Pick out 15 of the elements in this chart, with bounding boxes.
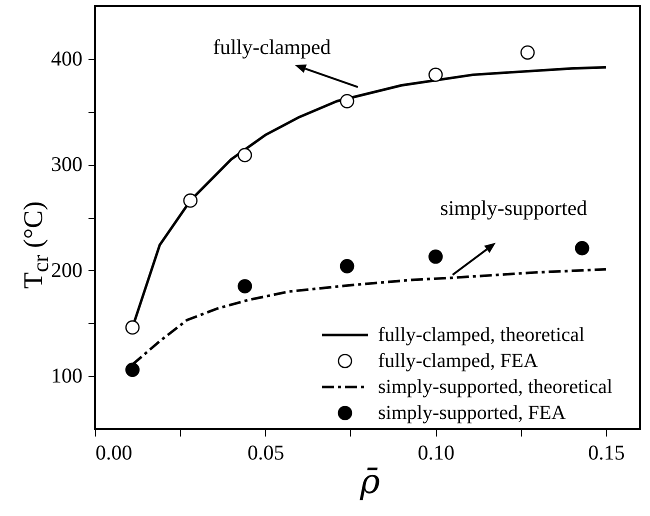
x-tick-label: 0.15 (588, 440, 625, 464)
y-tick-label: 300 (51, 152, 82, 176)
legend-label: fully-clamped, theoretical (378, 324, 586, 346)
x-tick-label: 0.05 (247, 440, 284, 464)
y-tick-label: 400 (51, 46, 82, 70)
y-tick-label: 100 (51, 364, 82, 388)
x-tick-label: 0.00 (96, 440, 132, 464)
y-tick-label: 200 (51, 258, 82, 282)
x-axis-title: ρ̄ (360, 462, 380, 502)
legend-label: simply-supported, FEA (378, 402, 566, 424)
x-tick-label: 0.10 (418, 440, 454, 464)
annotation: simply-supported (440, 196, 588, 220)
legend-label: simply-supported, theoretical (378, 376, 613, 398)
annotation: fully-clamped (212, 35, 332, 60)
legend-label: fully-clamped, FEA (378, 350, 539, 372)
